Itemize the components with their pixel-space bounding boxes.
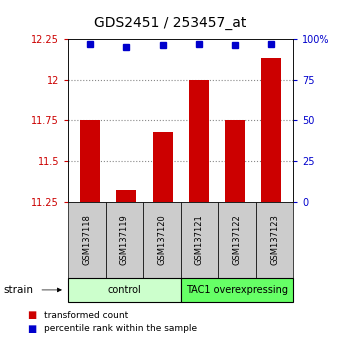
Bar (116, 190, 136, 202)
Text: GDS2451 / 253457_at: GDS2451 / 253457_at (94, 16, 247, 30)
Text: ■: ■ (27, 324, 36, 333)
Text: TAC1 overexpressing: TAC1 overexpressing (186, 285, 288, 295)
Text: strain: strain (3, 285, 33, 295)
Text: GSM137118: GSM137118 (83, 215, 91, 265)
Bar (225, 120, 245, 202)
Bar (80, 120, 100, 202)
Text: transformed count: transformed count (44, 310, 129, 320)
Text: GSM137120: GSM137120 (158, 215, 166, 265)
Text: ■: ■ (27, 310, 36, 320)
Text: percentile rank within the sample: percentile rank within the sample (44, 324, 197, 333)
Text: GSM137122: GSM137122 (233, 215, 241, 265)
Text: GSM137119: GSM137119 (120, 215, 129, 265)
Bar (189, 80, 209, 202)
Text: control: control (108, 285, 141, 295)
Bar (262, 58, 281, 202)
Text: GSM137123: GSM137123 (270, 215, 279, 265)
Bar (153, 132, 173, 202)
Text: GSM137121: GSM137121 (195, 215, 204, 265)
